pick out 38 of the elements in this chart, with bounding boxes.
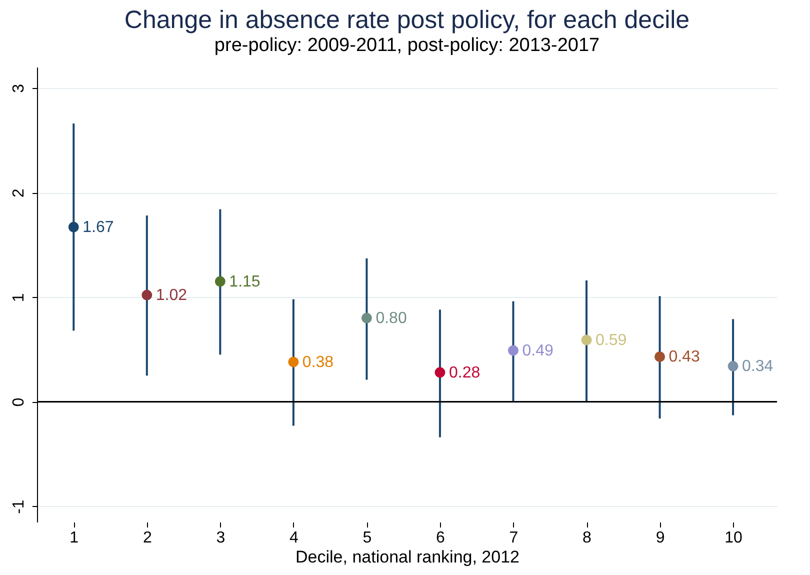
data-label: 0.28 <box>448 364 480 382</box>
y-tick-label: 2 <box>10 188 28 198</box>
data-label: 0.34 <box>742 358 774 376</box>
y-tick-label: 1 <box>10 293 28 302</box>
x-tick-label: 10 <box>724 530 743 546</box>
data-label: 1.67 <box>82 219 114 236</box>
data-label: 0.49 <box>522 342 554 360</box>
point <box>728 360 738 372</box>
x-tick-label: 6 <box>436 530 446 546</box>
data-label: 0.38 <box>302 354 334 371</box>
chart-subtitle: pre-policy: 2009-2011, post-policy: 2013-2017 <box>214 35 600 56</box>
point <box>361 312 372 324</box>
point <box>68 222 79 232</box>
data-label: 1.15 <box>229 273 260 290</box>
data-label: 0.80 <box>376 310 407 328</box>
x-tick-label: 1 <box>70 530 79 546</box>
y-tick-label: 3 <box>10 84 28 93</box>
y-tick-label: 0 <box>10 398 28 407</box>
chart-title: Change in absence rate post policy, for each decile <box>124 6 690 34</box>
point <box>288 356 299 368</box>
point <box>214 276 226 287</box>
point <box>508 345 518 356</box>
point <box>434 367 446 378</box>
x-tick-label: 4 <box>289 530 298 546</box>
x-tick-label: 8 <box>582 530 592 546</box>
data-label: 0.43 <box>668 348 700 366</box>
point <box>581 334 592 346</box>
data-label: 0.59 <box>596 332 627 349</box>
point <box>142 290 152 300</box>
x-tick-label: 3 <box>216 530 226 546</box>
x-tick-label: 9 <box>656 530 665 546</box>
x-tick-label: 2 <box>142 530 152 546</box>
data-label: 1.02 <box>156 287 188 304</box>
y-tick-label: -1 <box>10 500 28 514</box>
x-tick-label: 5 <box>362 530 372 546</box>
x-axis-title: Decile, national ranking, 2012 <box>296 548 520 566</box>
point <box>654 352 666 362</box>
x-tick-label: 7 <box>509 530 518 546</box>
